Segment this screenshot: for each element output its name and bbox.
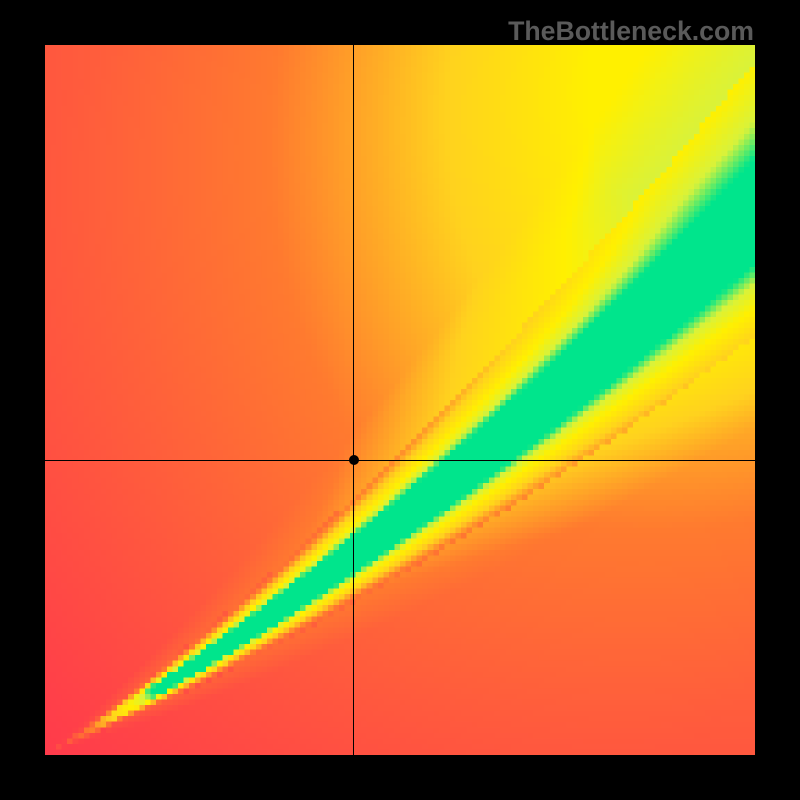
heatmap-canvas: [45, 45, 755, 755]
chart-root: TheBottleneck.com: [0, 0, 800, 800]
crosshair-horizontal: [45, 460, 755, 461]
crosshair-vertical: [353, 45, 354, 755]
watermark-text: TheBottleneck.com: [508, 16, 754, 47]
